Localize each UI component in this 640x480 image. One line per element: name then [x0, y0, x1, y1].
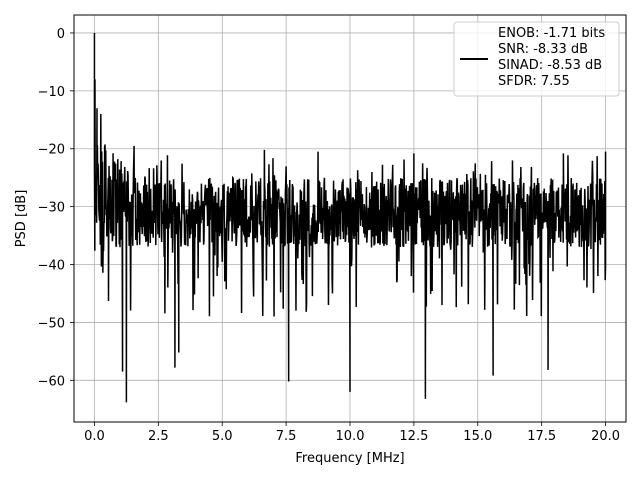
x-tick-label: 5.0 — [212, 429, 233, 444]
series-layer — [93, 32, 607, 403]
x-tick-label: 7.5 — [276, 429, 297, 444]
legend-entry-snr: SNR: -8.33 dB — [498, 42, 588, 57]
x-tick-label: 12.5 — [399, 429, 428, 444]
psd-series-line — [93, 32, 607, 403]
y-axis-label: PSD [dB] — [14, 190, 29, 248]
y-tick-label: −40 — [38, 259, 65, 274]
y-tick-label: −60 — [38, 374, 65, 389]
legend: ENOB: -1.71 bits SNR: -8.33 dB SINAD: -8… — [453, 21, 620, 97]
axis-ticks: 0.0 2.5 5.0 7.5 10.0 12.5 15.0 17.5 20.0 0 −10 −20 −… — [38, 27, 620, 444]
legend-box — [453, 21, 620, 97]
y-tick-label: −30 — [38, 201, 65, 216]
x-tick-label: 17.5 — [527, 429, 556, 444]
x-tick-label: 15.0 — [463, 429, 492, 444]
legend-entry-enob: ENOB: -1.71 bits — [498, 26, 605, 41]
x-tick-label: 20.0 — [591, 429, 620, 444]
y-tick-label: 0 — [57, 27, 65, 42]
legend-entry-sinad: SINAD: -8.53 dB — [498, 58, 602, 73]
legend-entry-sfdr: SFDR: 7.55 — [498, 74, 570, 89]
x-tick-label: 2.5 — [148, 429, 169, 444]
y-tick-label: −20 — [38, 143, 65, 158]
x-axis-label: Frequency [MHz] — [295, 451, 404, 466]
x-tick-label: 10.0 — [336, 429, 365, 444]
y-tick-label: −10 — [38, 85, 65, 100]
y-tick-label: −50 — [38, 316, 65, 331]
x-tick-label: 0.0 — [84, 429, 105, 444]
